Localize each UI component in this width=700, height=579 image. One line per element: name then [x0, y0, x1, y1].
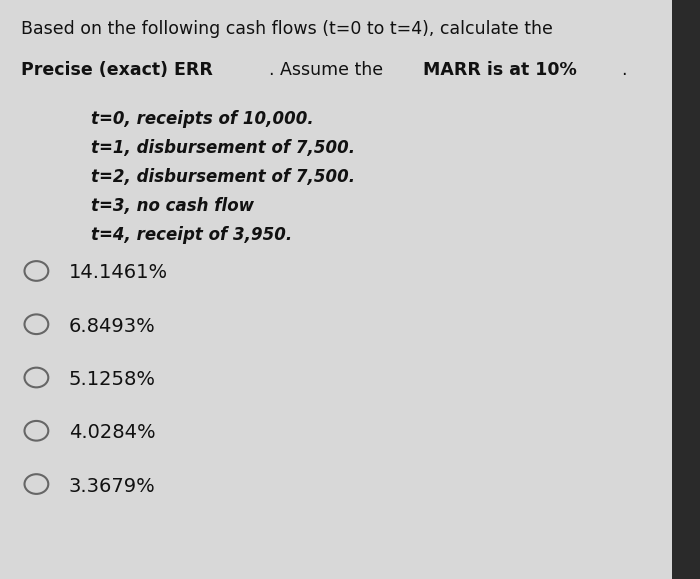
Bar [672, 0, 700, 579]
Text: 4.0284%: 4.0284% [69, 423, 155, 442]
Text: t=0, receipts of 10,000.: t=0, receipts of 10,000. [91, 110, 314, 128]
Text: . Assume the: . Assume the [269, 61, 389, 79]
Text: t=3, no cash flow: t=3, no cash flow [91, 197, 254, 215]
Text: 6.8493%: 6.8493% [69, 317, 155, 336]
Text: 3.3679%: 3.3679% [69, 477, 155, 496]
Text: t=2, disbursement of 7,500.: t=2, disbursement of 7,500. [91, 168, 355, 186]
Text: t=4, receipt of 3,950.: t=4, receipt of 3,950. [91, 226, 293, 244]
Text: MARR is at 10%: MARR is at 10% [423, 61, 577, 79]
Text: Based on the following cash flows (t=0 to t=4), calculate the: Based on the following cash flows (t=0 t… [21, 20, 553, 38]
Text: .: . [622, 61, 626, 79]
Text: t=1, disbursement of 7,500.: t=1, disbursement of 7,500. [91, 139, 355, 157]
Text: 5.1258%: 5.1258% [69, 370, 155, 389]
Text: 14.1461%: 14.1461% [69, 263, 168, 283]
Text: Precise (exact) ERR: Precise (exact) ERR [21, 61, 213, 79]
